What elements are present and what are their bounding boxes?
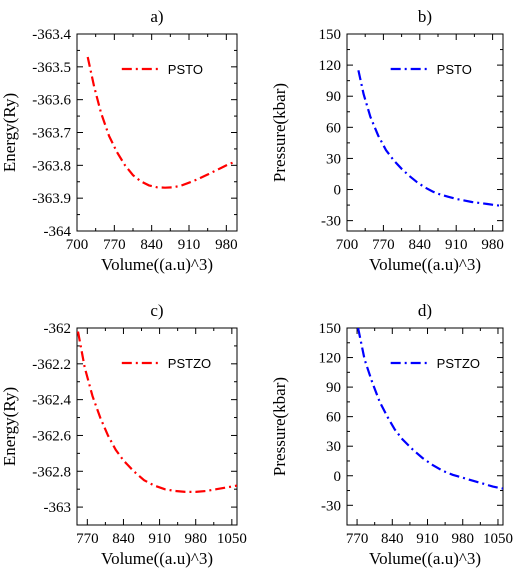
series-line-psto — [357, 70, 503, 208]
plot-frame — [346, 33, 504, 232]
y-tick-label: -362.8 — [32, 464, 71, 480]
x-tick-label: 1050 — [483, 531, 513, 547]
y-tick-label: -362.4 — [32, 393, 71, 409]
x-axis-title: Volume((a.u)^3) — [369, 255, 481, 274]
y-tick-label: -363.6 — [32, 93, 71, 109]
chart-panel-3: 770 840 910 980 1050 -362 -362.2 -362.4 -362.6 -3… — [0, 301, 247, 568]
series-line-pstzo — [357, 328, 503, 490]
series-line-psto — [86, 56, 235, 189]
y-tick-label: 150 — [319, 27, 342, 43]
y-tick-label: 90 — [326, 89, 341, 105]
plot-frame — [346, 327, 504, 526]
y-tick-label: -362.6 — [32, 428, 71, 444]
x-tick-label: 980 — [215, 237, 238, 253]
y-tick-label: 60 — [326, 120, 341, 136]
x-tick-label: 840 — [140, 237, 163, 253]
legend-label: PSTZO — [437, 356, 480, 371]
y-tick-label: -363 — [44, 500, 72, 516]
x-tick-label: 910 — [178, 237, 201, 253]
x-tick-label: 840 — [381, 531, 404, 547]
y-tick-label: -30 — [321, 498, 341, 514]
y-tick-label: 30 — [326, 439, 341, 455]
panel-label: b) — [418, 7, 432, 26]
chart-panel-2: 700 770 840 910 980 150 120 90 60 30 0 -30 b) Volume(… — [270, 7, 504, 274]
y-tick-label: -30 — [321, 214, 341, 230]
plot-frame — [76, 327, 238, 526]
y-tick-label: -363.4 — [32, 27, 71, 43]
y-axis-title: Energy(Ry) — [0, 387, 19, 466]
x-tick-label: 700 — [66, 237, 89, 253]
x-axis-title: Volume((a.u)^3) — [101, 255, 213, 274]
x-tick-label: 980 — [451, 531, 474, 547]
y-tick-label: 120 — [319, 58, 342, 74]
x-tick-label: 910 — [416, 531, 439, 547]
panel-label: d) — [418, 301, 432, 320]
y-tick-label: -362 — [44, 321, 72, 337]
x-tick-label: 980 — [184, 531, 207, 547]
y-tick-label: -362.2 — [32, 357, 71, 373]
y-tick-label: 30 — [326, 151, 341, 167]
legend-label: PSTO — [437, 62, 472, 77]
x-axis-title: Volume((a.u)^3) — [101, 549, 213, 568]
y-tick-label: 0 — [334, 469, 342, 485]
panel-label: a) — [150, 7, 163, 26]
x-axis-title: Volume((a.u)^3) — [369, 549, 481, 568]
x-tick-label: 770 — [372, 237, 395, 253]
x-tick-label: 770 — [76, 531, 99, 547]
y-tick-label: 60 — [326, 410, 341, 426]
x-tick-label: 770 — [103, 237, 126, 253]
x-tick-label: 1050 — [217, 531, 247, 547]
x-tick-label: 770 — [346, 531, 369, 547]
y-tick-label: 120 — [319, 351, 342, 367]
plot-frame — [76, 33, 238, 232]
x-tick-label: 840 — [409, 237, 432, 253]
y-tick-label: -364 — [44, 224, 72, 240]
series-line-pstzo — [77, 331, 237, 493]
x-tick-label: 980 — [481, 237, 504, 253]
x-tick-label: 840 — [112, 531, 135, 547]
panel-label: c) — [150, 301, 163, 320]
x-tick-label: 700 — [336, 237, 359, 253]
chart-panel-4: 770 840 910 980 1050 150 120 90 60 30 0 -30 d) Volume… — [270, 301, 513, 568]
x-tick-label: 910 — [445, 237, 468, 253]
y-tick-label: 90 — [326, 380, 341, 396]
chart-panel-1: 700 770 840 910 980 -363.4 -363.5 -363.6 -363.7 -… — [0, 7, 238, 274]
y-axis-title: Pressure(kbar) — [270, 83, 289, 182]
y-tick-label: -363.9 — [32, 191, 71, 207]
y-tick-label: -363.8 — [32, 158, 71, 174]
y-axis-title: Pressure(kbar) — [270, 377, 289, 476]
y-tick-label: -363.7 — [32, 126, 71, 142]
legend-label: PSTO — [168, 62, 203, 77]
legend-label: PSTZO — [168, 356, 211, 371]
y-tick-label: 0 — [334, 183, 342, 199]
y-tick-label: 150 — [319, 321, 342, 337]
y-tick-label: -363.5 — [32, 60, 71, 76]
y-axis-title: Energy(Ry) — [0, 93, 19, 172]
x-tick-label: 910 — [148, 531, 171, 547]
